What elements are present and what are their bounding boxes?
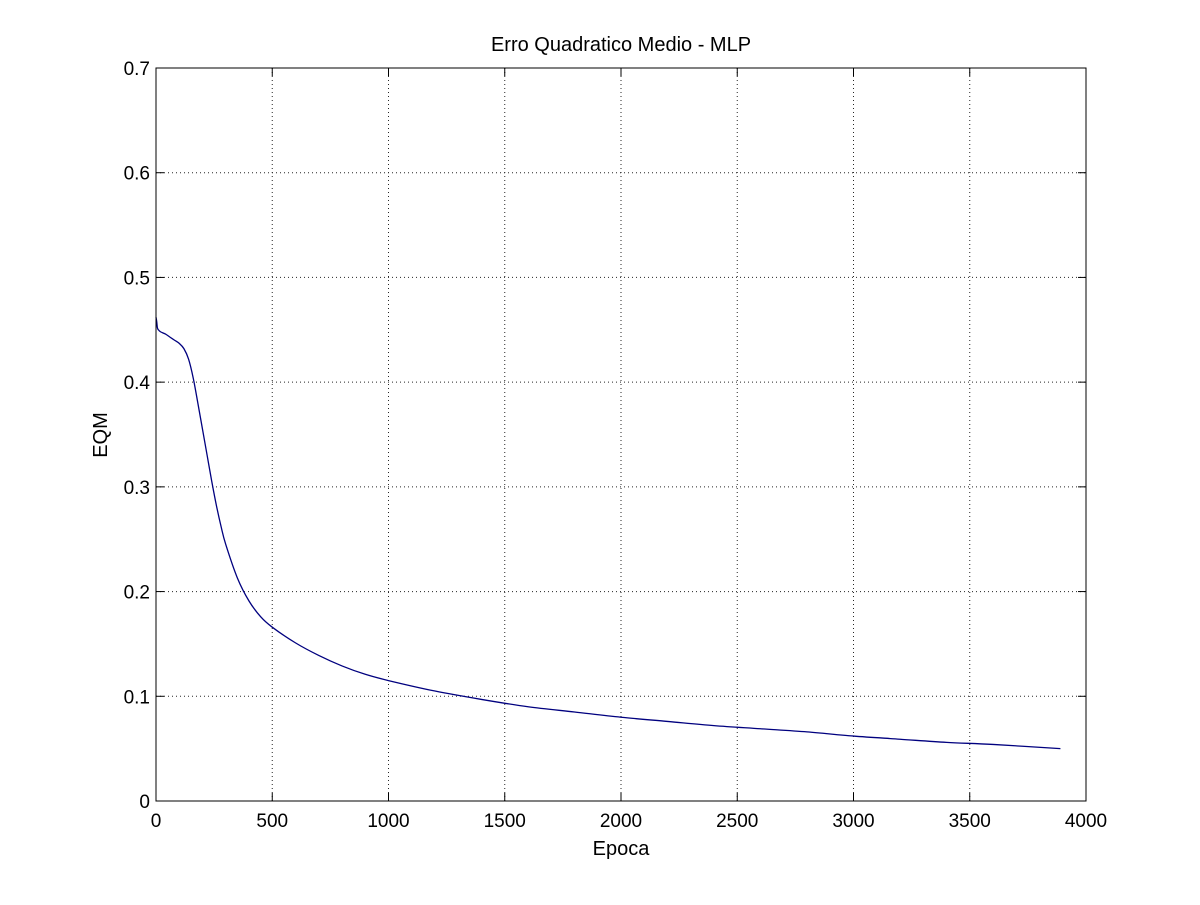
x-tick-label: 3500 (949, 811, 991, 832)
y-tick-label: 0.5 (124, 268, 150, 289)
plot-area (155, 67, 1087, 802)
y-axis-label: EQM (90, 412, 112, 458)
y-tick-label: 0.6 (124, 164, 150, 185)
grid-lines (156, 68, 1086, 801)
x-tick-label: 2000 (600, 811, 642, 832)
x-tick-label: 1000 (367, 811, 409, 832)
x-tick-label: 1500 (484, 811, 526, 832)
x-tick-label: 0 (151, 811, 162, 832)
y-tick-label: 0 (139, 792, 150, 813)
chart-title: Erro Quadratico Medio - MLP (491, 34, 751, 56)
y-tick-label: 0.2 (124, 583, 150, 604)
x-tick-label: 4000 (1065, 811, 1107, 832)
x-tick-label: 2500 (716, 811, 758, 832)
series-line (155, 317, 1061, 750)
y-tick-label: 0.7 (124, 59, 150, 80)
x-tick-label: 3000 (832, 811, 874, 832)
x-axis-label: Epoca (593, 838, 651, 860)
x-tick-label: 500 (256, 811, 288, 832)
y-tick-label: 0.4 (124, 373, 151, 394)
y-tick-label: 0.1 (124, 687, 150, 708)
axis-ticks: 0 500 1000 1500 2000 2500 3000 3500 4000 0 0.1 0.2 0… (124, 59, 1108, 832)
series-layer (155, 317, 1061, 750)
y-tick-label: 0.3 (124, 478, 150, 499)
